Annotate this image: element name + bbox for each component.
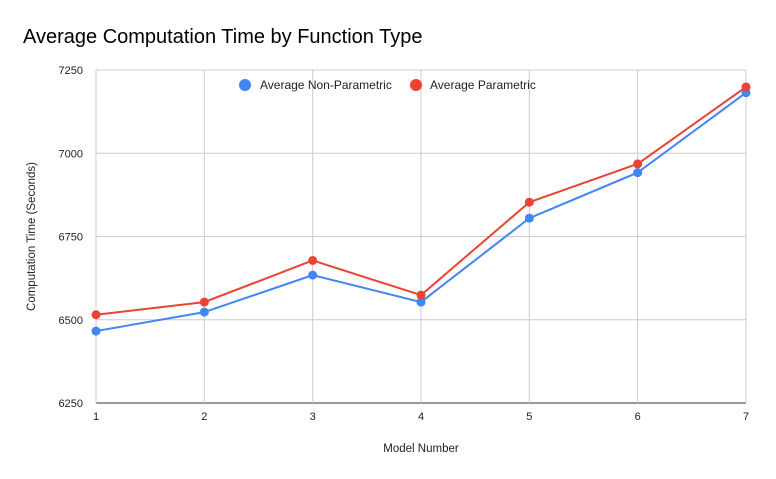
legend-label-parametric: Average Parametric <box>430 78 536 92</box>
data-point-non-parametric[interactable] <box>308 270 318 280</box>
data-point-parametric[interactable] <box>308 255 318 265</box>
data-point-parametric[interactable] <box>524 197 534 207</box>
legend-item-parametric[interactable]: Average Parametric <box>410 78 536 92</box>
data-point-non-parametric[interactable] <box>524 213 534 223</box>
data-point-parametric[interactable] <box>416 290 426 300</box>
data-point-non-parametric[interactable] <box>199 307 209 317</box>
legend-marker-non-parametric <box>239 79 251 91</box>
data-point-parametric[interactable] <box>741 82 751 92</box>
legend-marker-parametric <box>410 79 422 91</box>
x-tick-label: 6 <box>635 411 641 423</box>
legend-item-non-parametric[interactable]: Average Non-Parametric <box>239 78 392 92</box>
y-tick-label: 6750 <box>59 232 83 244</box>
x-tick-label: 3 <box>310 411 316 423</box>
chart-title: Average Computation Time by Function Typ… <box>23 26 422 48</box>
x-tick-label: 1 <box>93 411 99 423</box>
legend: Average Non-Parametric Average Parametri… <box>239 78 536 92</box>
y-axis-ticks: 6250 6500 6750 7000 7250 <box>59 65 83 410</box>
x-axis-ticks: 1 2 3 4 5 6 7 <box>93 411 749 423</box>
legend-label-non-parametric: Average Non-Parametric <box>260 78 392 92</box>
y-tick-label: 6250 <box>59 398 83 410</box>
x-tick-label: 4 <box>418 411 424 423</box>
data-point-parametric[interactable] <box>91 310 101 320</box>
x-axis-label: Model Number <box>383 443 459 455</box>
data-point-non-parametric[interactable] <box>91 326 101 336</box>
data-point-parametric[interactable] <box>633 159 643 169</box>
data-point-non-parametric[interactable] <box>633 168 643 178</box>
x-tick-label: 5 <box>526 411 532 423</box>
x-tick-label: 7 <box>743 411 749 423</box>
y-tick-label: 7250 <box>59 65 83 77</box>
series-points <box>91 82 751 336</box>
x-tick-label: 2 <box>201 411 207 423</box>
data-point-parametric[interactable] <box>199 297 209 307</box>
y-axis-label: Computation Time (Seconds) <box>26 162 38 311</box>
grid <box>95 69 747 404</box>
y-tick-label: 6500 <box>59 315 83 327</box>
y-tick-label: 7000 <box>59 148 83 160</box>
data-point-non-parametric[interactable] <box>416 297 426 307</box>
